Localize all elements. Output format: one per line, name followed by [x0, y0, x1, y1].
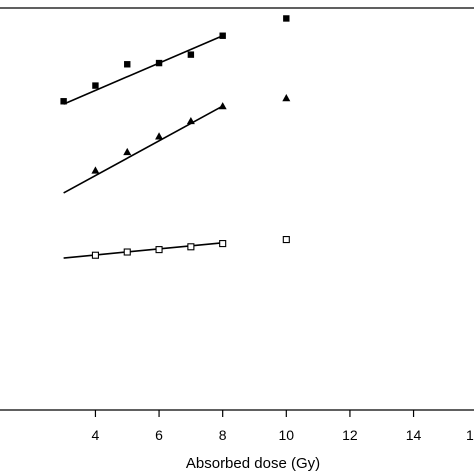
point-filled-triangle [123, 147, 132, 156]
fit-lines [63, 35, 224, 259]
x-axis-label: Absorbed dose (Gy) [186, 455, 320, 472]
point-filled-square [92, 82, 99, 89]
point-filled-square [283, 15, 290, 22]
x-tick-label: 4 [92, 427, 100, 443]
point-filled-square [60, 98, 67, 105]
point-filled-square [187, 51, 195, 58]
fit-line [63, 241, 223, 259]
point-filled-square [155, 59, 163, 67]
point-filled-square [124, 61, 131, 68]
point-open-square [155, 246, 163, 254]
point-open-square [123, 248, 131, 256]
point-open-square [187, 243, 195, 251]
x-tick-label: 14 [406, 427, 422, 443]
point-open-square [91, 251, 99, 259]
point-open-square [219, 240, 227, 248]
x-axis-ticks: 4 6 8 10 12 14 1 [92, 410, 474, 443]
point-open-square [282, 236, 290, 244]
x-tick-label: 6 [155, 427, 163, 443]
point-filled-square [219, 32, 226, 39]
point-filled-triangle [186, 116, 195, 125]
x-tick-label: 8 [219, 427, 227, 443]
point-filled-triangle [155, 132, 164, 140]
x-tick-label: 1 [466, 427, 474, 443]
x-tick-label: 12 [342, 427, 358, 443]
point-filled-triangle [91, 166, 100, 174]
x-tick-label: 10 [279, 427, 295, 443]
data-points [60, 15, 291, 259]
fit-line [63, 35, 224, 105]
fit-line [63, 105, 224, 194]
point-filled-triangle [282, 94, 291, 102]
point-filled-triangle [218, 102, 227, 110]
